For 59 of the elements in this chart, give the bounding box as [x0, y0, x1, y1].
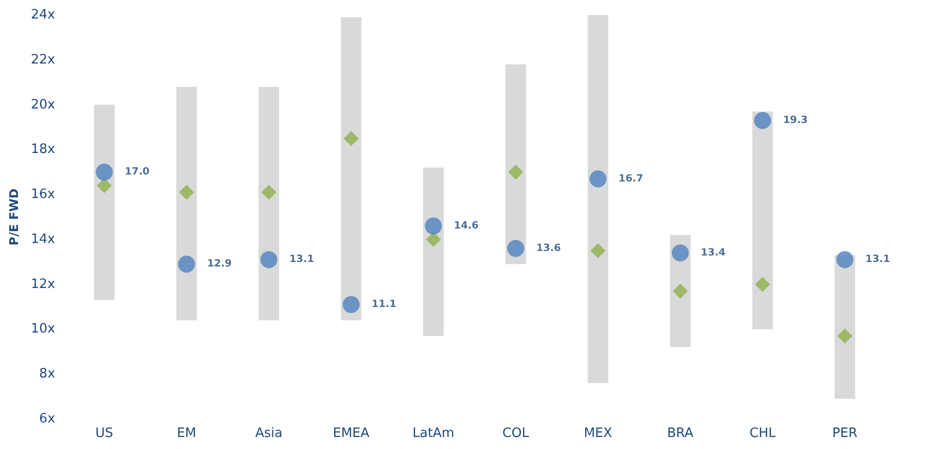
x-tick-label: BRA	[667, 426, 694, 441]
data-label: 12.9	[207, 258, 232, 270]
bar	[176, 86, 197, 320]
bar	[752, 112, 773, 330]
point	[426, 232, 441, 247]
y-axis-title: P/E FWD	[7, 188, 21, 246]
point	[754, 112, 772, 129]
y-tick-label: 24x	[30, 8, 56, 22]
point	[179, 184, 194, 200]
point	[590, 243, 606, 258]
x-tick-label: Asia	[255, 426, 282, 441]
x-tick-label: EMEA	[332, 426, 370, 441]
data-label: 17.0	[124, 166, 150, 178]
point	[261, 184, 276, 200]
point	[96, 164, 113, 181]
y-tick-label: 10x	[30, 322, 56, 337]
bar	[258, 86, 280, 320]
y-tick-label: 12x	[30, 276, 56, 292]
data-label: 14.6	[454, 220, 479, 232]
data-label: 19.3	[783, 114, 808, 126]
x-tick-label: PER	[832, 426, 858, 441]
point	[507, 240, 524, 257]
point	[508, 164, 524, 180]
x-tick-label: LatAm	[412, 426, 454, 441]
data-label: 11.1	[372, 299, 396, 310]
x-tick-label: CHL	[750, 426, 776, 441]
point	[837, 328, 852, 344]
point	[836, 251, 854, 268]
bar	[94, 104, 115, 300]
y-tick-label: 22x	[30, 52, 56, 68]
point	[590, 170, 606, 188]
point	[344, 130, 359, 146]
data-label: 16.7	[618, 173, 644, 184]
x-tick-label: MEX	[584, 426, 612, 441]
data-label: 13.1	[865, 254, 890, 266]
y-tick-label: 6x	[39, 412, 56, 426]
point	[672, 284, 688, 299]
point	[424, 217, 442, 234]
data-label: 13.6	[536, 242, 561, 254]
x-tick-label: COL	[502, 426, 530, 441]
data-label: 13.4	[700, 247, 726, 258]
y-tick-label: 8x	[39, 366, 56, 382]
bar	[588, 15, 608, 384]
x-tick-label: US	[95, 426, 114, 441]
y-tick-label: 20x	[30, 97, 56, 112]
bar	[423, 168, 444, 336]
y-tick-label: 18x	[30, 142, 56, 158]
point	[755, 276, 770, 292]
point	[260, 251, 278, 268]
point	[342, 296, 360, 314]
data-label: 13.1	[289, 254, 314, 266]
bar	[340, 17, 362, 320]
y-tick-label: 16x	[30, 187, 56, 202]
point	[178, 256, 196, 273]
y-tick-label: 14x	[30, 232, 56, 247]
bar	[505, 64, 526, 264]
point	[672, 244, 689, 262]
x-tick-label: EM	[176, 426, 196, 441]
point	[96, 178, 112, 194]
